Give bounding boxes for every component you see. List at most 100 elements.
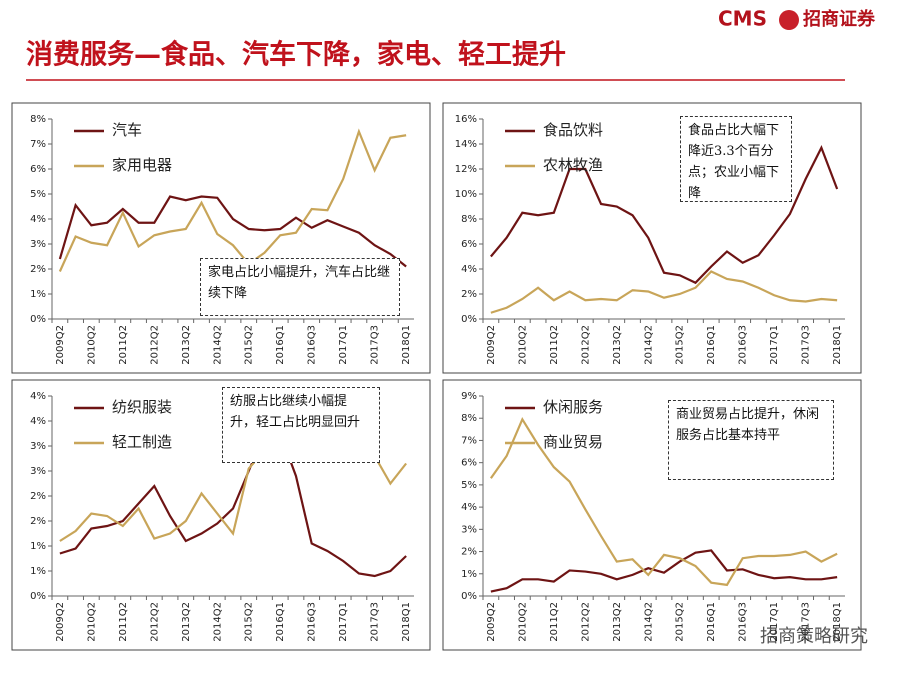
x-tick-label: 2010Q2 xyxy=(86,602,97,642)
y-tick-label: 1% xyxy=(461,569,477,580)
chart: 0% 1% 2% 3% 4% 5% 6% 7% 8% 9% 2009Q2 2010Q2 2011Q2 20… xyxy=(442,379,862,651)
x-tick-label: 2012Q2 xyxy=(580,325,591,365)
x-tick-label: 2016Q1 xyxy=(275,325,286,365)
y-tick-label: 1% xyxy=(30,541,46,552)
legend-label: 农林牧渔 xyxy=(543,156,603,174)
x-tick-label: 2017Q1 xyxy=(338,325,349,365)
watermark: 招商策略研究 xyxy=(760,626,868,647)
x-tick-label: 2017Q3 xyxy=(370,602,381,642)
x-tick-label: 2018Q1 xyxy=(832,602,843,642)
legend-label: 轻工制造 xyxy=(112,433,172,451)
y-tick-label: 9% xyxy=(461,391,477,402)
series-line xyxy=(490,270,838,314)
legend-label: 休闲服务 xyxy=(543,398,603,416)
x-tick-label: 2016Q3 xyxy=(307,602,318,642)
x-tick-label: 2014Q2 xyxy=(643,325,654,365)
x-tick-label: 2017Q1 xyxy=(769,602,780,642)
x-tick-label: 2013Q2 xyxy=(612,325,623,365)
y-tick-label: 4% xyxy=(461,502,477,513)
y-tick-label: 7% xyxy=(461,435,477,446)
y-tick-label: 8% xyxy=(30,114,46,125)
x-tick-label: 2011Q2 xyxy=(549,325,560,365)
x-tick-label: 2010Q2 xyxy=(517,325,528,365)
series-line xyxy=(490,549,838,593)
y-tick-label: 4% xyxy=(30,416,46,427)
y-tick-label: 0% xyxy=(461,591,477,602)
x-tick-label: 2017Q3 xyxy=(370,325,381,365)
x-tick-label: 2015Q2 xyxy=(244,602,255,642)
chart: 0% 2% 4% 6% 8% 10% 12% 14% 16% 2009Q2 2010Q2 2011Q2… xyxy=(442,102,862,374)
y-tick-label: 3% xyxy=(30,466,46,477)
y-tick-label: 0% xyxy=(461,314,477,325)
panel-border xyxy=(442,102,862,374)
series-line xyxy=(58,128,407,272)
series-line xyxy=(58,195,407,268)
x-tick-label: 2010Q2 xyxy=(86,325,97,365)
logo-icon xyxy=(779,10,799,30)
y-tick-label: 7% xyxy=(30,139,46,150)
company: 招商证券 xyxy=(803,8,876,30)
y-tick-label: 2% xyxy=(461,547,477,558)
logo: CMS xyxy=(718,7,767,31)
x-tick-label: 2014Q2 xyxy=(643,602,654,642)
series-line xyxy=(489,416,838,587)
x-tick-label: 2013Q2 xyxy=(612,602,623,642)
y-tick-label: 1% xyxy=(30,289,46,300)
x-tick-label: 2016Q1 xyxy=(706,602,717,642)
legend-label: 家用电器 xyxy=(112,156,172,174)
x-tick-label: 2014Q2 xyxy=(212,602,223,642)
x-tick-label: 2012Q2 xyxy=(149,602,160,642)
y-tick-label: 16% xyxy=(455,114,477,125)
x-tick-label: 2012Q2 xyxy=(580,602,591,642)
y-tick-label: 5% xyxy=(30,189,46,200)
x-tick-label: 2010Q2 xyxy=(517,602,528,642)
y-tick-label: 3% xyxy=(30,441,46,452)
y-tick-label: 2% xyxy=(30,516,46,527)
y-tick-label: 5% xyxy=(461,480,477,491)
y-tick-label: 6% xyxy=(461,458,477,469)
panel-border xyxy=(442,379,862,651)
title: 消费服务—食品、汽车下降，家电、轻工提升 xyxy=(26,39,566,71)
x-tick-label: 2016Q3 xyxy=(307,325,318,365)
y-tick-label: 6% xyxy=(461,239,477,250)
x-tick-label: 2012Q2 xyxy=(149,325,160,365)
x-tick-label: 2016Q1 xyxy=(706,325,717,365)
x-tick-label: 2016Q3 xyxy=(738,602,749,642)
y-tick-label: 3% xyxy=(461,524,477,535)
y-tick-label: 1% xyxy=(30,566,46,577)
y-tick-label: 4% xyxy=(30,391,46,402)
y-tick-label: 2% xyxy=(30,264,46,275)
x-tick-label: 2018Q1 xyxy=(401,602,412,642)
x-tick-label: 2017Q3 xyxy=(801,602,812,642)
x-tick-label: 2017Q1 xyxy=(338,602,349,642)
y-tick-label: 12% xyxy=(455,164,477,175)
x-tick-label: 2009Q2 xyxy=(55,325,66,365)
annotation: 纺服占比继续小幅提升，轻工占比明显回升 xyxy=(222,387,380,463)
x-tick-label: 2017Q1 xyxy=(769,325,780,365)
y-tick-label: 8% xyxy=(461,413,477,424)
y-tick-label: 14% xyxy=(455,139,477,150)
x-tick-label: 2009Q2 xyxy=(486,325,497,365)
y-tick-label: 2% xyxy=(30,491,46,502)
y-tick-label: 4% xyxy=(461,264,477,275)
annotation: 食品占比大幅下降近3.3个百分点；农业小幅下降 xyxy=(680,116,792,202)
annotation: 家电占比小幅提升，汽车占比继续下降 xyxy=(200,258,400,316)
legend-label: 商业贸易 xyxy=(543,433,603,451)
x-tick-label: 2011Q2 xyxy=(118,602,129,642)
series-line xyxy=(490,145,839,285)
x-tick-label: 2013Q2 xyxy=(181,602,192,642)
x-tick-label: 2015Q2 xyxy=(675,602,686,642)
x-tick-label: 2016Q1 xyxy=(275,602,286,642)
x-tick-label: 2016Q3 xyxy=(738,325,749,365)
y-tick-label: 3% xyxy=(30,239,46,250)
y-tick-label: 10% xyxy=(455,189,477,200)
y-tick-label: 2% xyxy=(461,289,477,300)
x-tick-label: 2009Q2 xyxy=(486,602,497,642)
x-tick-label: 2013Q2 xyxy=(181,325,192,365)
x-tick-label: 2011Q2 xyxy=(549,602,560,642)
x-tick-label: 2018Q1 xyxy=(832,325,843,365)
x-tick-label: 2018Q1 xyxy=(401,325,412,365)
y-tick-label: 4% xyxy=(30,214,46,225)
